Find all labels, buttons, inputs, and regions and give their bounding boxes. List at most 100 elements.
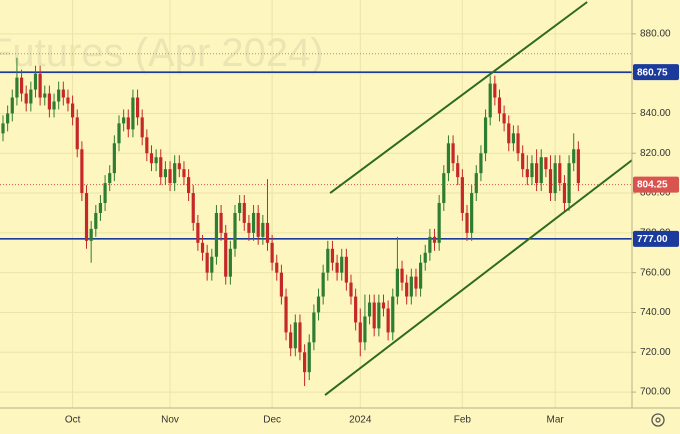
- candle-body: [84, 193, 89, 241]
- candle-body: [279, 272, 283, 297]
- price-badge-label: 804.25: [637, 180, 668, 191]
- candle-body: [187, 177, 191, 194]
- y-tick-label: 800.00: [640, 188, 671, 199]
- candle-body: [108, 173, 112, 184]
- candle-body: [33, 73, 38, 90]
- candle-body: [479, 153, 483, 174]
- candle-body: [530, 163, 534, 178]
- candle-body: [275, 262, 279, 273]
- candle-body: [154, 157, 158, 164]
- candle-body: [6, 113, 10, 124]
- candle-body: [289, 332, 293, 349]
- x-tick-label: Feb: [454, 415, 472, 426]
- candle-body: [321, 272, 325, 297]
- candle-body: [340, 256, 344, 273]
- candle-body: [525, 169, 529, 178]
- candle-body: [493, 83, 497, 98]
- candle-body: [112, 143, 116, 174]
- candle-body: [553, 163, 557, 194]
- candle-body: [29, 89, 33, 104]
- candle-body: [358, 322, 362, 343]
- candle-body: [80, 149, 84, 194]
- candle-body: [57, 89, 61, 102]
- candle-body: [159, 157, 163, 178]
- candle-body: [405, 282, 409, 297]
- candle-body: [15, 77, 19, 98]
- candle-body: [437, 203, 441, 243]
- candle-body: [251, 212, 256, 233]
- candle-body: [140, 117, 144, 138]
- candle-body: [200, 242, 205, 253]
- candle-body: [381, 302, 386, 309]
- candle-body: [511, 133, 515, 144]
- candle-body: [43, 93, 47, 98]
- candle-body: [177, 163, 181, 170]
- candle-body: [117, 123, 121, 144]
- gear-icon[interactable]: [651, 413, 665, 427]
- candle-body: [298, 322, 302, 353]
- candle-body: [544, 157, 548, 170]
- candle-body: [386, 308, 390, 333]
- candle-body: [126, 117, 130, 130]
- candle-body: [303, 352, 307, 373]
- candle-body: [442, 173, 446, 204]
- candle-body: [377, 302, 381, 329]
- candle-body: [465, 212, 469, 233]
- candle-body: [391, 296, 395, 333]
- candle-body: [558, 163, 562, 184]
- candle-body: [460, 177, 464, 213]
- candle-body: [316, 296, 321, 313]
- candle-body: [432, 236, 437, 243]
- candle-body: [335, 262, 339, 273]
- x-tick-label: Oct: [65, 415, 81, 426]
- candle-body: [47, 93, 51, 110]
- y-tick-label: 840.00: [640, 108, 671, 119]
- candle-body: [419, 262, 423, 289]
- candle-body: [470, 193, 474, 233]
- candle-body: [75, 117, 79, 150]
- trendline: [324, 159, 632, 396]
- candle-body: [265, 222, 270, 243]
- candle-body: [307, 342, 311, 373]
- candle-body: [61, 89, 65, 98]
- y-tick-label: 700.00: [640, 387, 671, 398]
- candle-body: [182, 169, 186, 178]
- candle-body: [1, 123, 5, 134]
- candle-body: [409, 276, 413, 297]
- candle-body: [242, 203, 246, 223]
- candle-body: [228, 248, 232, 277]
- candle-body: [24, 93, 28, 104]
- gear-center: [655, 417, 661, 423]
- candle-body: [354, 296, 358, 323]
- candle-body: [210, 256, 214, 273]
- candle-body: [483, 117, 488, 154]
- candle-body: [145, 137, 149, 154]
- trendline: [329, 1, 588, 194]
- candle-body: [66, 97, 70, 104]
- candle-body: [233, 212, 237, 249]
- x-tick-label: 2024: [349, 415, 372, 426]
- candle-body: [423, 252, 427, 263]
- candle-body: [502, 113, 506, 124]
- y-tick-label: 880.00: [640, 28, 671, 39]
- candle-body: [196, 222, 200, 243]
- price-badge: [633, 176, 679, 193]
- candle-body: [293, 322, 297, 349]
- watermark: Futures (Apr 2024): [0, 31, 324, 75]
- candle-body: [474, 173, 478, 194]
- candle-body: [89, 228, 93, 241]
- settings-button[interactable]: [651, 413, 665, 427]
- candle-body: [488, 83, 492, 118]
- candle-body: [497, 97, 502, 114]
- price-badge-label: 777.00: [637, 234, 668, 245]
- x-tick-label: Nov: [161, 415, 179, 426]
- y-tick-label: 820.00: [640, 148, 671, 159]
- candle-body: [19, 77, 24, 94]
- y-tick-label: 760.00: [640, 267, 671, 278]
- candle-body: [52, 101, 56, 110]
- candle-body: [562, 183, 567, 204]
- candle-body: [173, 163, 177, 184]
- candle-body: [247, 222, 251, 233]
- plot-area: Futures (Apr 2024): [0, 0, 632, 408]
